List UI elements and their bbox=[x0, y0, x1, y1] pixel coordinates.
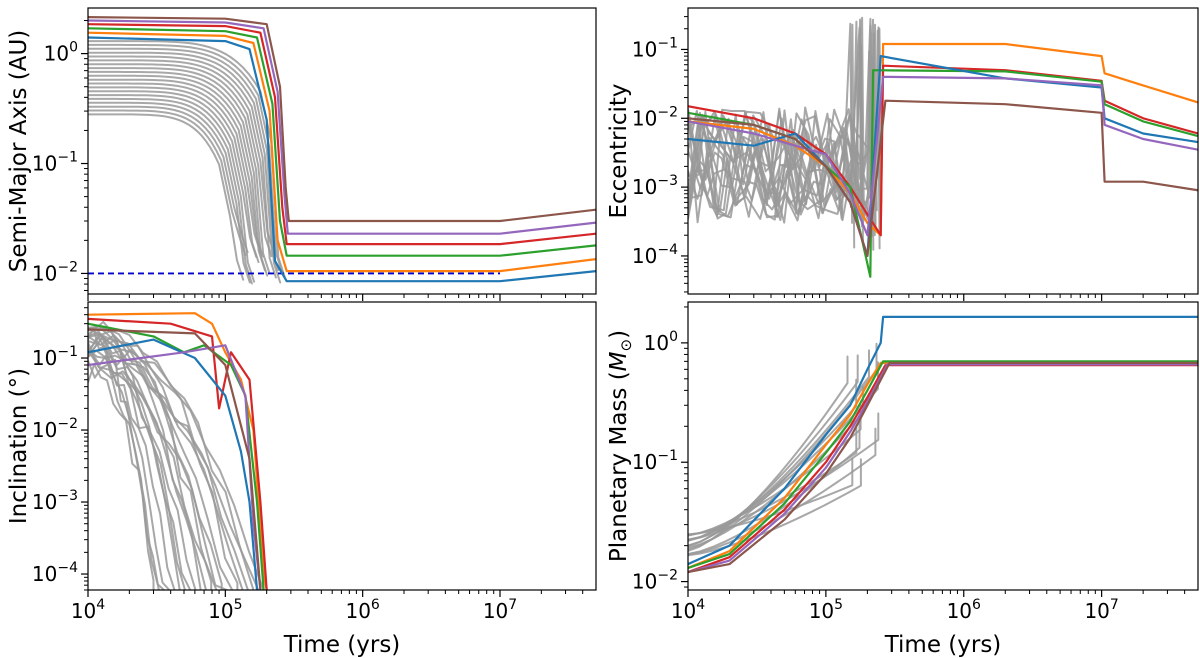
grey-track-line bbox=[88, 47, 282, 284]
y-axis-label: Semi-Major Axis (AU) bbox=[6, 30, 32, 273]
grey-track-line bbox=[88, 55, 277, 279]
y-tick-label: 100 bbox=[44, 40, 78, 66]
grey-track-line bbox=[88, 363, 165, 590]
series-line-brown bbox=[88, 328, 262, 590]
grey-track-line bbox=[688, 354, 859, 547]
y-tick-label: 10−1 bbox=[32, 150, 78, 176]
grey-track-line bbox=[88, 94, 256, 283]
x-tick-label: 107 bbox=[483, 597, 517, 623]
series-line-red bbox=[688, 364, 1198, 574]
panel-planetary-mass: 104 105 106 107 10−2 10−1 100 Time (yrs) Planeta… bbox=[606, 301, 1199, 658]
x-tick-label: 104 bbox=[71, 597, 105, 623]
grey-track-line bbox=[688, 420, 861, 555]
grey-track-line bbox=[688, 427, 877, 556]
grey-track-line bbox=[88, 43, 284, 274]
series-line-blue bbox=[88, 338, 259, 590]
y-tick-label: 100 bbox=[644, 329, 678, 355]
series-line-blue bbox=[688, 315, 1198, 566]
series-line-brown bbox=[88, 16, 596, 223]
grey-track-line bbox=[688, 349, 870, 547]
grey-track-line bbox=[88, 67, 271, 274]
series-line-blue bbox=[88, 36, 596, 283]
x-axis-label: Time (yrs) bbox=[283, 632, 401, 658]
grey-track-line bbox=[88, 335, 265, 590]
grey-track-line bbox=[88, 335, 239, 590]
y-tick-label: 10−2 bbox=[632, 568, 678, 594]
grey-track-line bbox=[88, 327, 155, 590]
x-tick-label: 105 bbox=[809, 597, 843, 623]
grey-track-line bbox=[88, 90, 258, 258]
grey-track-line bbox=[688, 425, 858, 536]
x-tick-label: 107 bbox=[1084, 597, 1118, 623]
series-line-red bbox=[88, 23, 596, 246]
grey-track-line bbox=[88, 105, 249, 254]
y-tick-label: 10−3 bbox=[32, 488, 78, 514]
axes-frame bbox=[687, 7, 1199, 295]
grey-track-line bbox=[88, 63, 273, 258]
panel-inclination: 104 105 106 107 10−4 10−3 10−2 10−1 Time (yrs) In… bbox=[6, 301, 597, 658]
grey-track-line bbox=[88, 109, 247, 257]
series-line-brown bbox=[688, 361, 1198, 574]
grey-track-line bbox=[88, 86, 260, 264]
y-axis-label: Inclination (°) bbox=[6, 368, 32, 524]
x-tick-label: 106 bbox=[345, 597, 379, 623]
grey-track-line bbox=[688, 361, 879, 542]
y-axis-label: Eccentricity bbox=[606, 83, 632, 218]
grey-track-line bbox=[88, 97, 253, 285]
plot-area bbox=[688, 315, 1198, 574]
x-tick-label: 104 bbox=[671, 597, 705, 623]
y-tick-label: 10−1 bbox=[632, 35, 678, 61]
grey-track-line bbox=[688, 355, 849, 552]
x-tick-label: 105 bbox=[208, 597, 242, 623]
grey-track-line bbox=[88, 348, 197, 590]
series-line-brown bbox=[688, 99, 1198, 257]
plot-area bbox=[88, 16, 596, 285]
grey-track-line bbox=[688, 24, 874, 231]
series-line-blue bbox=[688, 55, 1198, 257]
grey-track-line bbox=[88, 40, 286, 278]
y-axis-label: Planetary Mass (M⊙) bbox=[606, 330, 635, 562]
series-line-green bbox=[88, 322, 265, 590]
series-line-green bbox=[688, 360, 1198, 570]
series-line-purple bbox=[88, 344, 262, 590]
grey-track-line bbox=[88, 337, 260, 590]
grey-track-line bbox=[88, 70, 269, 277]
x-tick-label: 106 bbox=[947, 597, 981, 623]
y-tick-label: 10−4 bbox=[632, 242, 678, 268]
y-tick-label: 10−3 bbox=[632, 173, 678, 199]
y-tick-label: 10−1 bbox=[32, 344, 78, 370]
series-line-orange bbox=[88, 31, 596, 273]
y-tick-label: 10−1 bbox=[632, 448, 678, 474]
y-tick-label: 10−2 bbox=[32, 416, 78, 442]
y-tick-label: 10−4 bbox=[32, 560, 78, 586]
grey-track-line bbox=[88, 51, 279, 272]
series-line-purple bbox=[688, 363, 1198, 574]
y-tick-label: 10−2 bbox=[632, 104, 678, 130]
plot-area bbox=[88, 312, 268, 590]
series-line-green bbox=[88, 27, 596, 257]
grey-track-line bbox=[688, 458, 862, 557]
grey-track-line bbox=[88, 341, 160, 590]
y-tick-label: 10−2 bbox=[32, 259, 78, 285]
grey-track-line bbox=[88, 82, 262, 255]
grey-track-line bbox=[88, 101, 251, 284]
series-line-orange bbox=[688, 361, 1198, 570]
grey-track-line bbox=[88, 74, 266, 272]
grey-track-line bbox=[88, 349, 228, 590]
series-line-red bbox=[88, 317, 268, 590]
axes-frame bbox=[87, 7, 597, 295]
grey-track-line bbox=[88, 78, 264, 258]
axes-frame bbox=[687, 301, 1199, 591]
series-line-purple bbox=[688, 75, 1198, 237]
grey-track-line bbox=[88, 113, 245, 281]
series-line-purple bbox=[88, 19, 596, 235]
grey-track-line bbox=[88, 345, 218, 590]
x-axis-label: Time (yrs) bbox=[884, 632, 1002, 658]
plot-area bbox=[688, 16, 1198, 278]
panel-semi-major-axis: 10−2 10−1 100 Semi-Major Axis (AU) bbox=[6, 7, 597, 301]
grey-track-line bbox=[88, 59, 275, 253]
grey-track-line bbox=[688, 42, 864, 224]
